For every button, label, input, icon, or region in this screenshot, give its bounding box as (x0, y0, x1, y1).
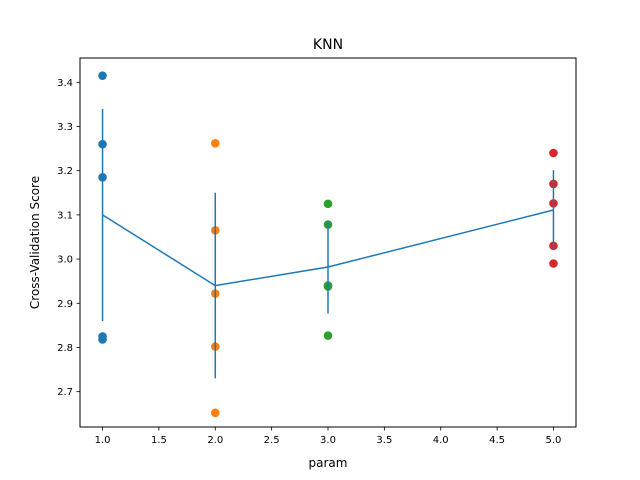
scatter-point (549, 259, 558, 268)
x-tick-label: 3.0 (320, 435, 336, 446)
y-tick-label: 3.2 (57, 166, 73, 177)
scatter-point (98, 71, 107, 80)
x-tick-label: 1.5 (151, 435, 167, 446)
y-tick-label: 3.3 (57, 122, 73, 133)
y-tick-label: 2.9 (57, 299, 73, 310)
x-tick-label: 5.0 (546, 435, 562, 446)
y-axis-label: Cross-Validation Score (28, 176, 42, 309)
x-axis: 1.0 1.5 2.0 2.5 3.0 3.5 4.0 4.5 5.0 (95, 427, 562, 446)
y-tick-label: 2.7 (57, 387, 73, 398)
scatter-point (210, 408, 220, 418)
y-tick-label: 2.8 (57, 343, 73, 354)
x-tick-label: 3.5 (376, 435, 392, 446)
x-tick-label: 2.5 (264, 435, 280, 446)
y-tick-label: 3.0 (57, 255, 73, 266)
chart-title: KNN (313, 37, 343, 53)
scatter-point (323, 199, 333, 209)
x-tick-label: 1.0 (95, 435, 111, 446)
scatter-point (98, 335, 107, 344)
mean-line (102, 209, 554, 287)
scatter-point (549, 148, 558, 158)
scatter-point (210, 138, 220, 148)
scatter-point (323, 331, 333, 340)
x-tick-label: 2.0 (207, 435, 223, 446)
y-axis: 2.7 2.8 2.9 3.0 3.1 3.2 3.3 3.4 (57, 78, 80, 398)
y-tick-label: 3.1 (57, 210, 73, 221)
x-axis-label: param (309, 456, 348, 470)
plot-area (98, 71, 558, 418)
x-tick-label: 4.5 (489, 435, 505, 446)
y-tick-label: 3.4 (57, 78, 73, 89)
x-tick-label: 4.0 (433, 435, 449, 446)
